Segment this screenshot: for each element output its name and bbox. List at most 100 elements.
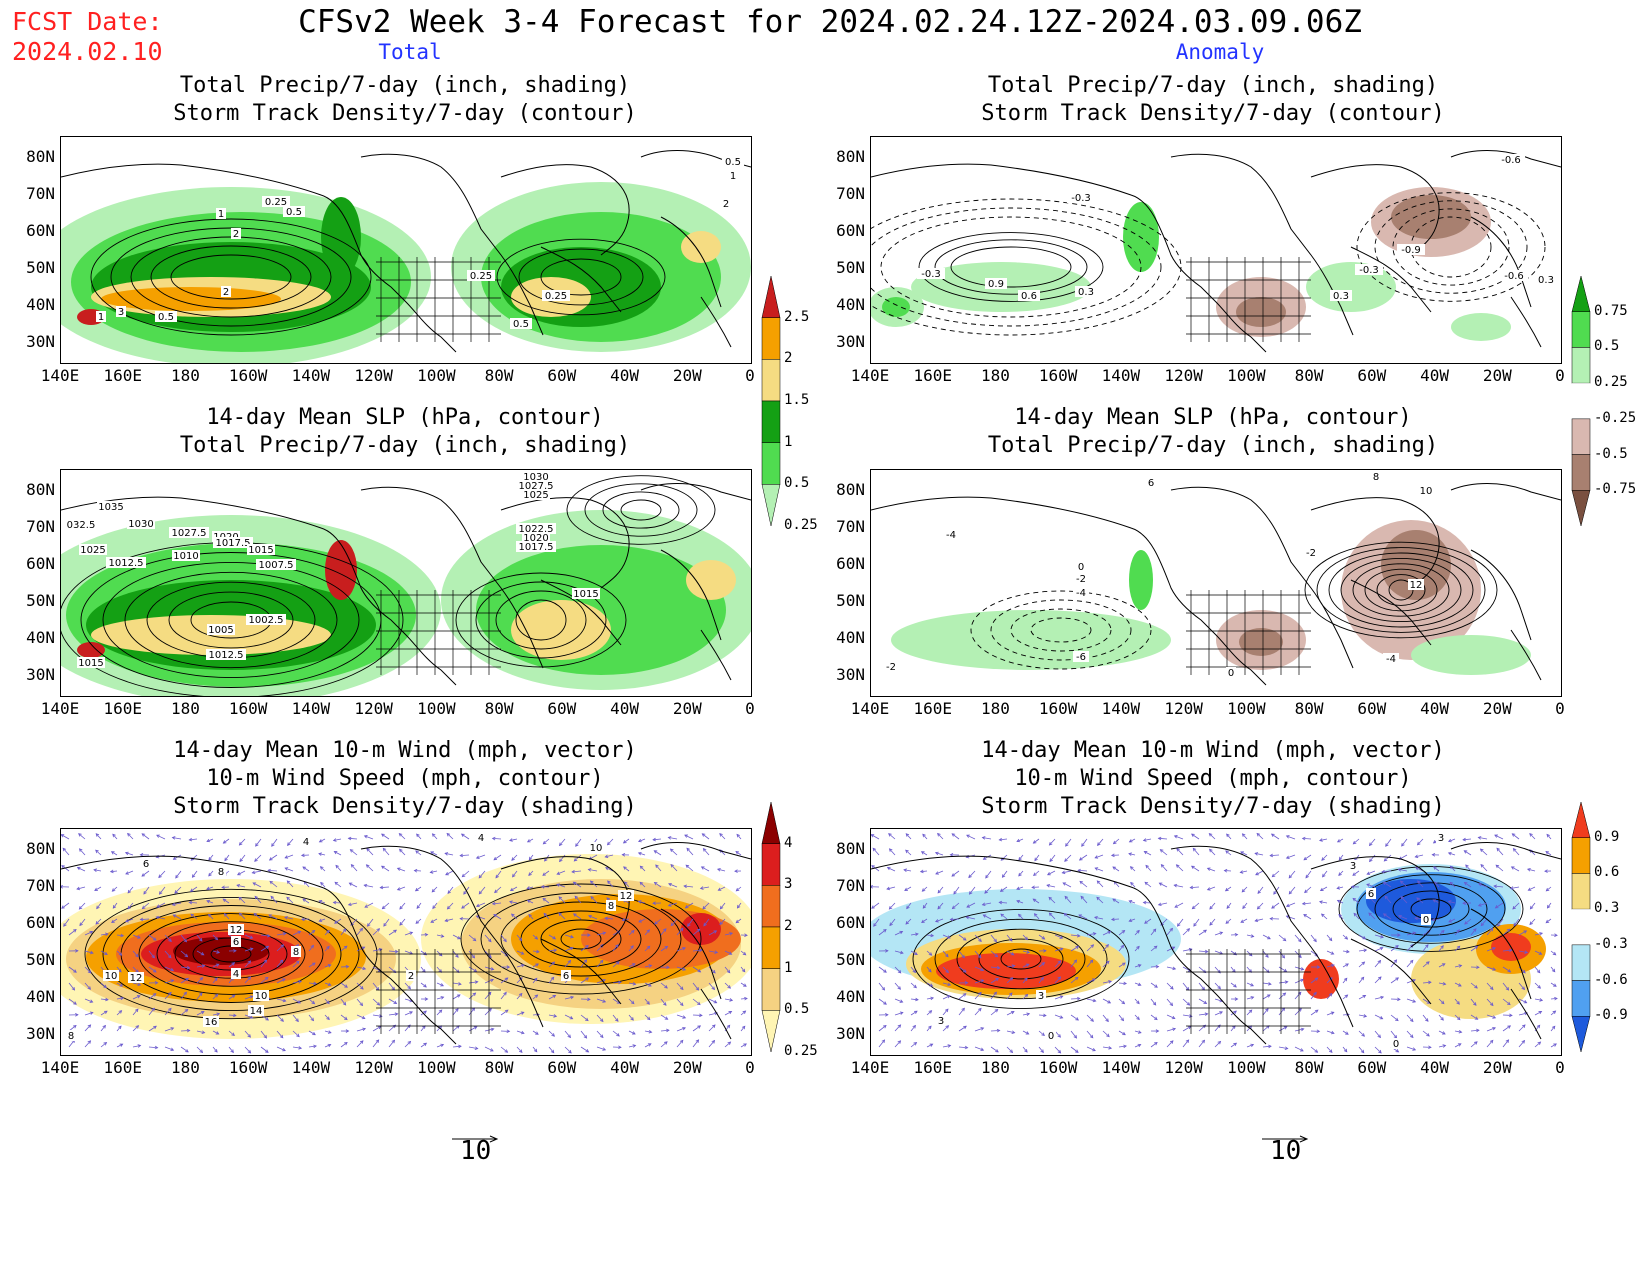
storm-density-anomaly-shading <box>871 864 1546 1019</box>
lat-tick-label: 50N <box>836 258 865 277</box>
lon-tick-label: 0 <box>1555 366 1565 385</box>
lon-tick-label: 140W <box>1101 1058 1141 1077</box>
p3-contour-label: 1025 <box>80 545 105 556</box>
lon-tick-label: 160E <box>913 366 952 385</box>
p3-contour-label: 1010 <box>173 551 198 562</box>
p3-contour-label: 1030 <box>523 472 548 483</box>
p2-contour-label: 0.3 <box>1078 287 1094 298</box>
colorbar-swatch <box>1572 909 1590 945</box>
map-panel-slp-total: 1035032.5103010251012.510101027.51020101… <box>60 469 752 697</box>
colorbar-label: 0.5 <box>784 1001 810 1018</box>
panel5-title: 14-day Mean 10-m Wind (mph, vector) 10-m … <box>173 738 637 819</box>
lat-tick-label: 70N <box>836 876 865 895</box>
p3-contour-label: 1015 <box>248 545 273 556</box>
p6-contour-label: 6 <box>1368 889 1374 900</box>
lon-tick-label: 160W <box>228 699 268 718</box>
lat-tick-label: 60N <box>26 554 55 573</box>
p3-contour-label: 1025 <box>523 490 548 501</box>
colorbar-label: 2 <box>784 350 793 367</box>
fcst-date-label: FCST Date: <box>12 7 163 36</box>
colorbar-label: -0.25 <box>1594 409 1637 426</box>
lat-tick-label: 50N <box>836 591 865 610</box>
lat-tick-label: 30N <box>836 1024 865 1043</box>
lat-tick-label: 60N <box>26 913 55 932</box>
lon-tick-label: 140W <box>1101 699 1141 718</box>
colorbar-swatch <box>1571 801 1591 838</box>
colorbar-swatch <box>761 968 781 1011</box>
lon-tick-label: 160E <box>103 1058 142 1077</box>
p2-contour-label: -0.6 <box>1501 155 1521 166</box>
lat-tick-label: 80N <box>26 480 55 499</box>
p1-contour-label: 2 <box>723 199 729 210</box>
lat-tick-label: 40N <box>26 987 55 1006</box>
p6-contour-label: 3 <box>1038 991 1044 1002</box>
p1-contour-label: 0.25 <box>545 291 567 302</box>
p4-contour-label: -2 <box>1076 574 1086 585</box>
colorbar-swatch <box>761 275 781 318</box>
lon-tick-label: 180 <box>171 1058 200 1077</box>
lon-tick-label: 140E <box>850 366 890 385</box>
map-panel-wind-anomaly: 3 0 3 3 0 6 0 3 <box>870 828 1562 1056</box>
p5-contour-label: 16 <box>205 1017 218 1028</box>
lon-tick-label: 80W <box>1294 366 1324 385</box>
lat-tick-label: 50N <box>26 591 55 610</box>
lon-tick-label: 80W <box>1294 1058 1324 1077</box>
lon-tick-label: 160E <box>913 1058 952 1077</box>
colorbar-label: 0.75 <box>1594 302 1628 319</box>
lon-tick-label: 0 <box>1555 1058 1565 1077</box>
panel1-title: Total Precip/7-day (inch, shading) Storm … <box>173 73 637 126</box>
colorbar-swatch <box>1571 837 1591 874</box>
p5-contour-label: 4 <box>303 837 309 848</box>
lon-tick-label: 120W <box>354 366 393 385</box>
precip-shading <box>61 510 751 696</box>
lon-tick-label: 140E <box>850 1058 890 1077</box>
lat-tick-label: 60N <box>26 221 55 240</box>
colorbar-label: -0.5 <box>1594 445 1628 462</box>
p4-contour-label: 0 <box>1078 562 1084 573</box>
lat-tick-label: 40N <box>26 628 55 647</box>
p4-contour-label: -4 <box>1386 654 1396 665</box>
lat-tick-label: 80N <box>26 839 55 858</box>
colorbar-swatch <box>1572 383 1590 419</box>
lon-tick-label: 60W <box>547 1058 577 1077</box>
colorbar-label: -0.3 <box>1594 935 1628 952</box>
lon-tick-label: 100W <box>417 699 456 718</box>
p4-contour-label: -4 <box>946 530 956 541</box>
lat-tick-label: 30N <box>26 332 55 351</box>
lat-tick-label: 80N <box>26 147 55 166</box>
colorbar-swatch <box>761 1010 781 1053</box>
lon-tick-label: 140W <box>291 699 331 718</box>
lon-tick-label: 40W <box>1420 699 1449 718</box>
colorbar-swatch <box>1571 418 1591 455</box>
p4-contour-label: -2 <box>886 662 896 673</box>
colorbar-swatch <box>761 926 781 969</box>
colorbar-swatch <box>761 317 781 360</box>
p3-contour-label: 1030 <box>128 519 153 530</box>
colorbar-label: 0.5 <box>784 475 810 492</box>
p2-contour-label: -0.3 <box>1071 193 1091 204</box>
lon-tick-label: 160E <box>913 699 952 718</box>
colorbar-label: 0.6 <box>1594 864 1620 881</box>
p1-contour-label: 0.5 <box>513 319 529 330</box>
lon-tick-label: 160W <box>1038 1058 1078 1077</box>
lon-tick-label: 100W <box>1227 699 1266 718</box>
p1-contour-label: 1 <box>730 171 736 182</box>
wind-vectors <box>61 832 748 1054</box>
p1-contour-label: 0.5 <box>286 207 302 218</box>
p3-contour-label: 1015 <box>78 658 103 669</box>
lon-tick-label: 60W <box>1357 366 1387 385</box>
p3-contour-label: 1035 <box>98 502 123 513</box>
lon-tick-label: 140W <box>291 366 331 385</box>
lon-tick-label: 40W <box>1420 1058 1449 1077</box>
lon-tick-label: 160E <box>103 366 142 385</box>
colorbar-swatch <box>761 843 781 886</box>
panel3-title: 14-day Mean SLP (hPa, contour) Total Prec… <box>179 405 631 458</box>
lat-tick-label: 50N <box>836 950 865 969</box>
column-header-anomaly: Anomaly <box>1175 40 1265 64</box>
colorbar-swatch <box>761 400 781 443</box>
p3-contour-label: 1020 <box>523 533 548 544</box>
colorbar-label: 2 <box>784 918 793 934</box>
coastlines <box>871 150 1561 353</box>
precip-shading <box>61 182 751 363</box>
lon-tick-label: 120W <box>1164 699 1203 718</box>
